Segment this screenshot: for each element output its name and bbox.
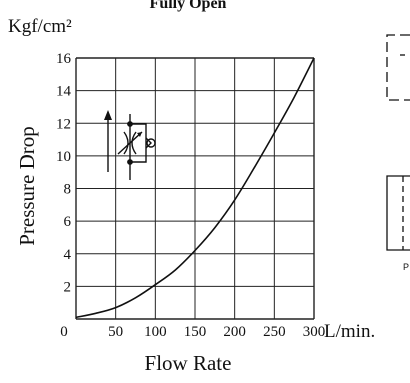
y-tick-label: 10 [56, 149, 71, 165]
y-axis-unit: Kgf/cm² [8, 16, 72, 37]
y-axis-label: Pressure Drop [15, 126, 39, 246]
throttle-check-valve-icon [104, 110, 156, 180]
origin-tick-label: 0 [60, 324, 68, 340]
x-tick-label: 50 [108, 324, 123, 340]
y-tick-label: 6 [64, 214, 72, 230]
x-tick-label: 100 [144, 324, 167, 340]
y-tick-label: 8 [64, 182, 72, 198]
y-tick-label: 14 [56, 84, 72, 100]
y-tick-labels: 2 4 6 8 10 12 14 16 [56, 51, 72, 295]
x-axis-label: Flow Rate [145, 351, 232, 375]
port-label: P [403, 262, 409, 272]
chart-title: Fully Open [150, 0, 227, 12]
x-tick-label: 150 [184, 324, 207, 340]
x-tick-labels: 50 100 150 200 250 300 [108, 324, 325, 340]
y-tick-label: 4 [64, 247, 72, 263]
port-diagram [386, 34, 410, 251]
series-line [75, 57, 315, 319]
x-tick-label: 200 [223, 324, 246, 340]
x-tick-label: 300 [303, 324, 326, 340]
chart-grid [75, 57, 315, 320]
y-tick-label: 12 [56, 116, 71, 132]
y-tick-label: 2 [64, 279, 72, 295]
x-tick-label: 250 [263, 324, 286, 340]
x-axis-unit: L/min. [324, 321, 375, 342]
y-tick-label: 16 [56, 51, 72, 67]
